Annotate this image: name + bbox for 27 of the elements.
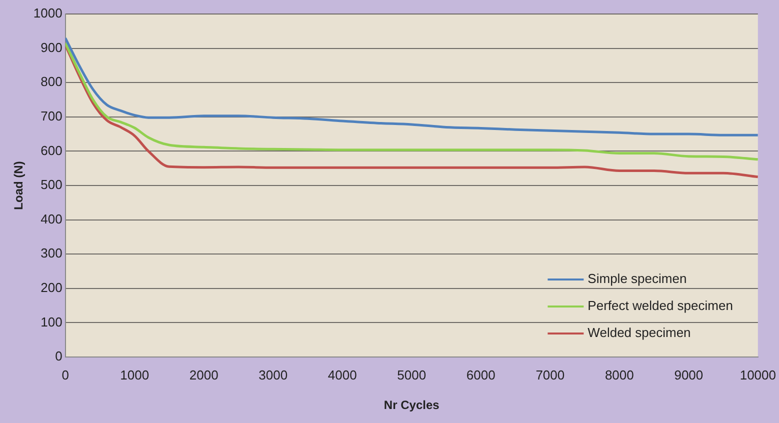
legend-label: Perfect welded specimen <box>588 298 733 314</box>
x-tick-label: 9000 <box>674 367 704 382</box>
x-tick-label: 4000 <box>328 367 357 382</box>
line-series <box>65 36 758 136</box>
legend-label: Simple specimen <box>588 271 687 286</box>
x-tick-label: 1000 <box>120 367 150 382</box>
legend-label: Welded specimen <box>588 325 691 340</box>
y-axis-title: Load (N) <box>12 161 26 210</box>
x-tick-label: 3000 <box>258 367 288 382</box>
y-tick-label: 700 <box>40 108 62 124</box>
y-tick-label: 1000 <box>33 6 62 21</box>
y-tick-label: 300 <box>40 246 62 261</box>
y-tick-label: 600 <box>40 142 62 158</box>
y-tick-label: 500 <box>40 177 62 192</box>
y-tick-label: 0 <box>55 348 62 364</box>
y-tick-label: 400 <box>40 211 62 226</box>
y-tick-label: 800 <box>40 74 62 90</box>
x-tick-label: 2000 <box>189 367 218 382</box>
x-tick-label: 6000 <box>466 367 496 382</box>
y-tick-label: 100 <box>40 314 62 330</box>
x-tick-label: 8000 <box>604 367 634 382</box>
x-tick-label: 5000 <box>397 367 426 382</box>
y-tick-label: 900 <box>40 40 62 55</box>
x-tick-label: 10000 <box>740 367 776 382</box>
x-tick-label: 7000 <box>536 367 565 382</box>
x-axis-title: Nr Cycles <box>384 398 440 412</box>
y-tick-label: 200 <box>40 280 62 295</box>
